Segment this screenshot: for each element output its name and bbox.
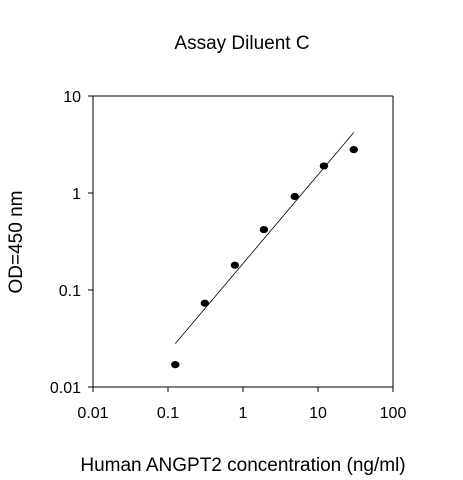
data-point <box>230 261 240 269</box>
data-points <box>171 146 358 369</box>
data-point <box>349 146 358 154</box>
x-tick-label: 100 <box>380 405 407 422</box>
data-point <box>171 361 180 369</box>
chart-title: Assay Diluent C <box>174 33 309 54</box>
y-tick-label: 10 <box>63 89 81 106</box>
data-point <box>200 299 210 307</box>
y-tick-label: 0.01 <box>50 380 81 397</box>
x-tick-label: 10 <box>309 405 327 422</box>
y-axis-ticks: 0.01 0.1 1 10 <box>50 89 93 397</box>
y-tick-label: 0.1 <box>59 283 81 300</box>
x-tick-label: 0.01 <box>77 405 108 422</box>
y-axis-label: OD=450 nm <box>6 191 27 294</box>
data-point <box>259 225 269 234</box>
y-tick-label: 1 <box>72 186 81 203</box>
data-point <box>290 192 299 201</box>
x-tick-label: 1 <box>239 405 248 422</box>
data-point <box>319 162 329 170</box>
x-tick-label: 0.1 <box>157 405 179 422</box>
x-axis-ticks: 0.01 0.1 1 10 100 <box>77 387 406 422</box>
x-axis-label: Human ANGPT2 concentration (ng/ml) <box>80 455 405 476</box>
